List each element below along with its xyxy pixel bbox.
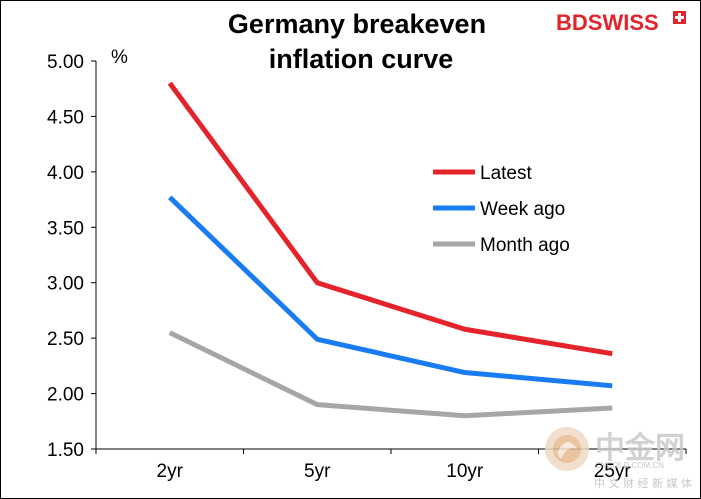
- y-tick-label: 2.50: [47, 329, 84, 350]
- watermark-sub-text: 中 文 财 经 新 媒 体: [594, 476, 692, 490]
- x-axis-ticks: 2yr 5yr 10yr 25yr: [95, 449, 687, 482]
- y-tick-label: 5.00: [47, 52, 84, 73]
- legend: Latest Week ago Month ago: [433, 163, 570, 256]
- cngold-logo-icon: [545, 427, 589, 471]
- y-axis-unit-label: %: [111, 47, 128, 68]
- y-tick-label: 3.00: [47, 274, 84, 295]
- watermark-url-text: CNGOLD.COM.CN: [595, 461, 664, 470]
- series-lines: [167, 81, 613, 419]
- logo-bd-text: BD: [556, 10, 588, 35]
- y-tick-label: 4.50: [47, 107, 84, 128]
- legend-label-month-ago: Month ago: [480, 235, 570, 256]
- y-tick-label: 2.00: [47, 385, 84, 406]
- x-tick-label: 25yr: [594, 461, 632, 482]
- legend-label-latest: Latest: [480, 163, 532, 184]
- svg-text:BDSWISS: BDSWISS: [556, 10, 659, 35]
- series-line-latest: [167, 81, 613, 357]
- legend-label-week-ago: Week ago: [480, 199, 565, 220]
- swiss-cross-icon: [673, 11, 686, 24]
- y-tick-label: 4.00: [47, 163, 84, 184]
- bdswiss-logo: BDSWISS: [556, 10, 686, 35]
- series-line-week-ago: [168, 195, 613, 389]
- series-line-month-ago: [168, 330, 613, 419]
- y-tick-label: 3.50: [47, 218, 84, 239]
- chart-title-line-1: Germany breakeven: [228, 9, 486, 39]
- y-axis-ticks: 5.00 4.50 4.00 3.50 3.00 2.50 2.00 1.50: [47, 52, 96, 461]
- y-tick-label: 1.50: [47, 440, 84, 461]
- cngold-watermark: 中金网 CNGOLD.COM.CN 中 文 财 经 新 媒 体: [545, 427, 692, 490]
- watermark-cn-text: 中金网: [595, 431, 685, 466]
- x-tick-label: 2yr: [157, 461, 184, 482]
- logo-swiss-text: SWISS: [588, 10, 659, 35]
- x-tick-label: 5yr: [304, 461, 331, 482]
- x-tick-label: 10yr: [446, 461, 484, 482]
- chart-title-line-2: inflation curve: [269, 44, 454, 74]
